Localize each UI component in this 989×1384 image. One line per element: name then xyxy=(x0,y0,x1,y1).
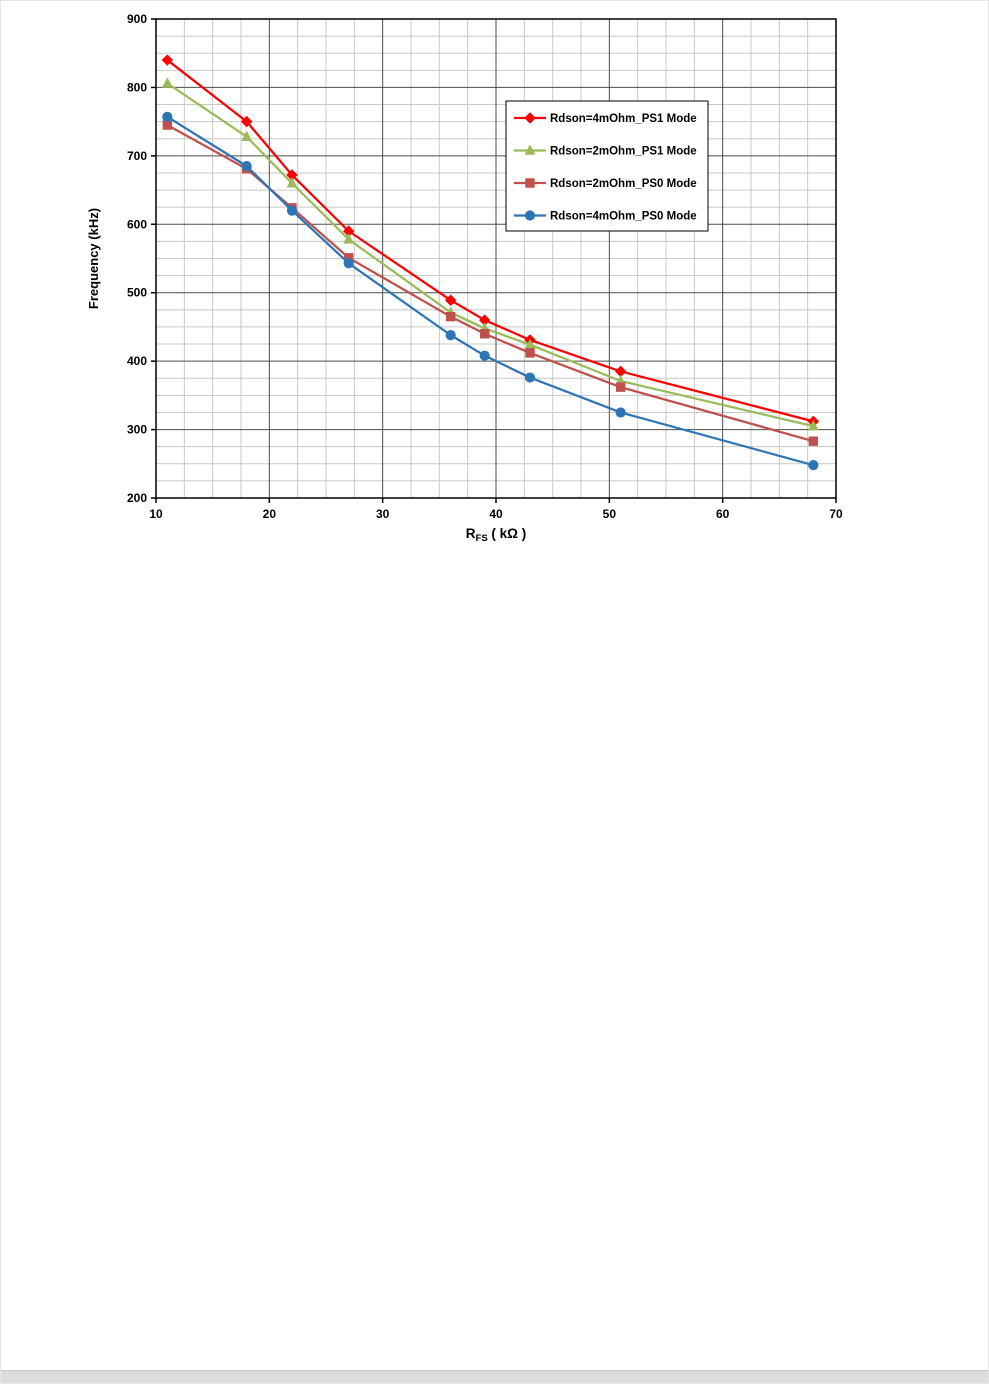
series-marker-1 xyxy=(286,177,298,188)
series-marker-0 xyxy=(240,115,253,128)
legend-marker-2 xyxy=(525,178,535,188)
legend-label-1: Rdson=2mOhm_PS1 Mode xyxy=(550,146,697,158)
series-marker-3 xyxy=(524,372,536,383)
x-tick-label: 70 xyxy=(829,507,843,521)
series-marker-1 xyxy=(241,130,253,141)
legend-marker-0 xyxy=(524,112,536,124)
x-tick-label: 50 xyxy=(603,507,617,521)
y-tick-label: 200 xyxy=(127,491,147,505)
series-marker-3 xyxy=(808,460,819,471)
series-marker-2 xyxy=(445,311,456,322)
legend-box xyxy=(505,100,709,232)
series-marker-3 xyxy=(286,205,298,216)
frequency-chart: 10 20 30 40 50 60 70 200 300 400 500 600 700 800 900 Fr… xyxy=(1,1,989,561)
x-tick-label: 60 xyxy=(716,507,730,521)
series-marker-1 xyxy=(343,233,355,244)
series-marker-0 xyxy=(444,294,457,306)
legend-label-0: Rdson=4mOhm_PS1 Mode xyxy=(550,113,697,125)
y-axis-title: Frequency (kHz) xyxy=(86,208,101,309)
series-marker-3 xyxy=(445,330,456,341)
series-marker-2 xyxy=(479,329,490,339)
series-marker-3 xyxy=(241,161,252,172)
series-line-0 xyxy=(166,58,815,423)
chart-svg: 10 20 30 40 50 60 70 200 300 400 500 600 700 800 900 Fr… xyxy=(86,12,843,544)
series-marker-0 xyxy=(614,365,627,378)
series-marker-2 xyxy=(808,436,819,446)
legend-marker-3 xyxy=(524,210,536,221)
series-marker-3 xyxy=(479,350,490,361)
x-tick-label: 20 xyxy=(263,507,277,521)
x-axis-title: RFS ( kΩ ) xyxy=(466,526,526,544)
page-footer-bar xyxy=(1,1370,988,1383)
y-tick-label: 500 xyxy=(127,286,147,300)
y-tick-label: 300 xyxy=(127,423,147,437)
legend-label-2: Rdson=2mOhm_PS0 Mode xyxy=(550,178,697,190)
series-marker-1 xyxy=(807,420,819,431)
series-marker-2 xyxy=(162,120,173,130)
y-tick-label: 400 xyxy=(127,354,147,368)
y-tick-label: 600 xyxy=(127,217,147,231)
legend-marker-1 xyxy=(524,144,536,155)
x-tick-label: 10 xyxy=(149,507,163,521)
series-marker-0 xyxy=(161,54,174,66)
y-tick-label: 900 xyxy=(127,12,147,26)
series-marker-3 xyxy=(162,111,173,122)
series-marker-2 xyxy=(525,348,535,358)
series-marker-3 xyxy=(343,258,354,269)
series-marker-2 xyxy=(615,382,626,392)
x-tick-label: 30 xyxy=(376,507,390,521)
y-tick-label: 700 xyxy=(127,149,147,163)
series-marker-3 xyxy=(615,407,626,418)
series-line-1 xyxy=(166,82,815,428)
x-tick-label: 40 xyxy=(489,507,503,521)
series-marker-1 xyxy=(161,77,173,88)
y-tick-label: 800 xyxy=(127,80,147,94)
legend-label-3: Rdson=4mOhm_PS0 Mode xyxy=(550,211,697,223)
